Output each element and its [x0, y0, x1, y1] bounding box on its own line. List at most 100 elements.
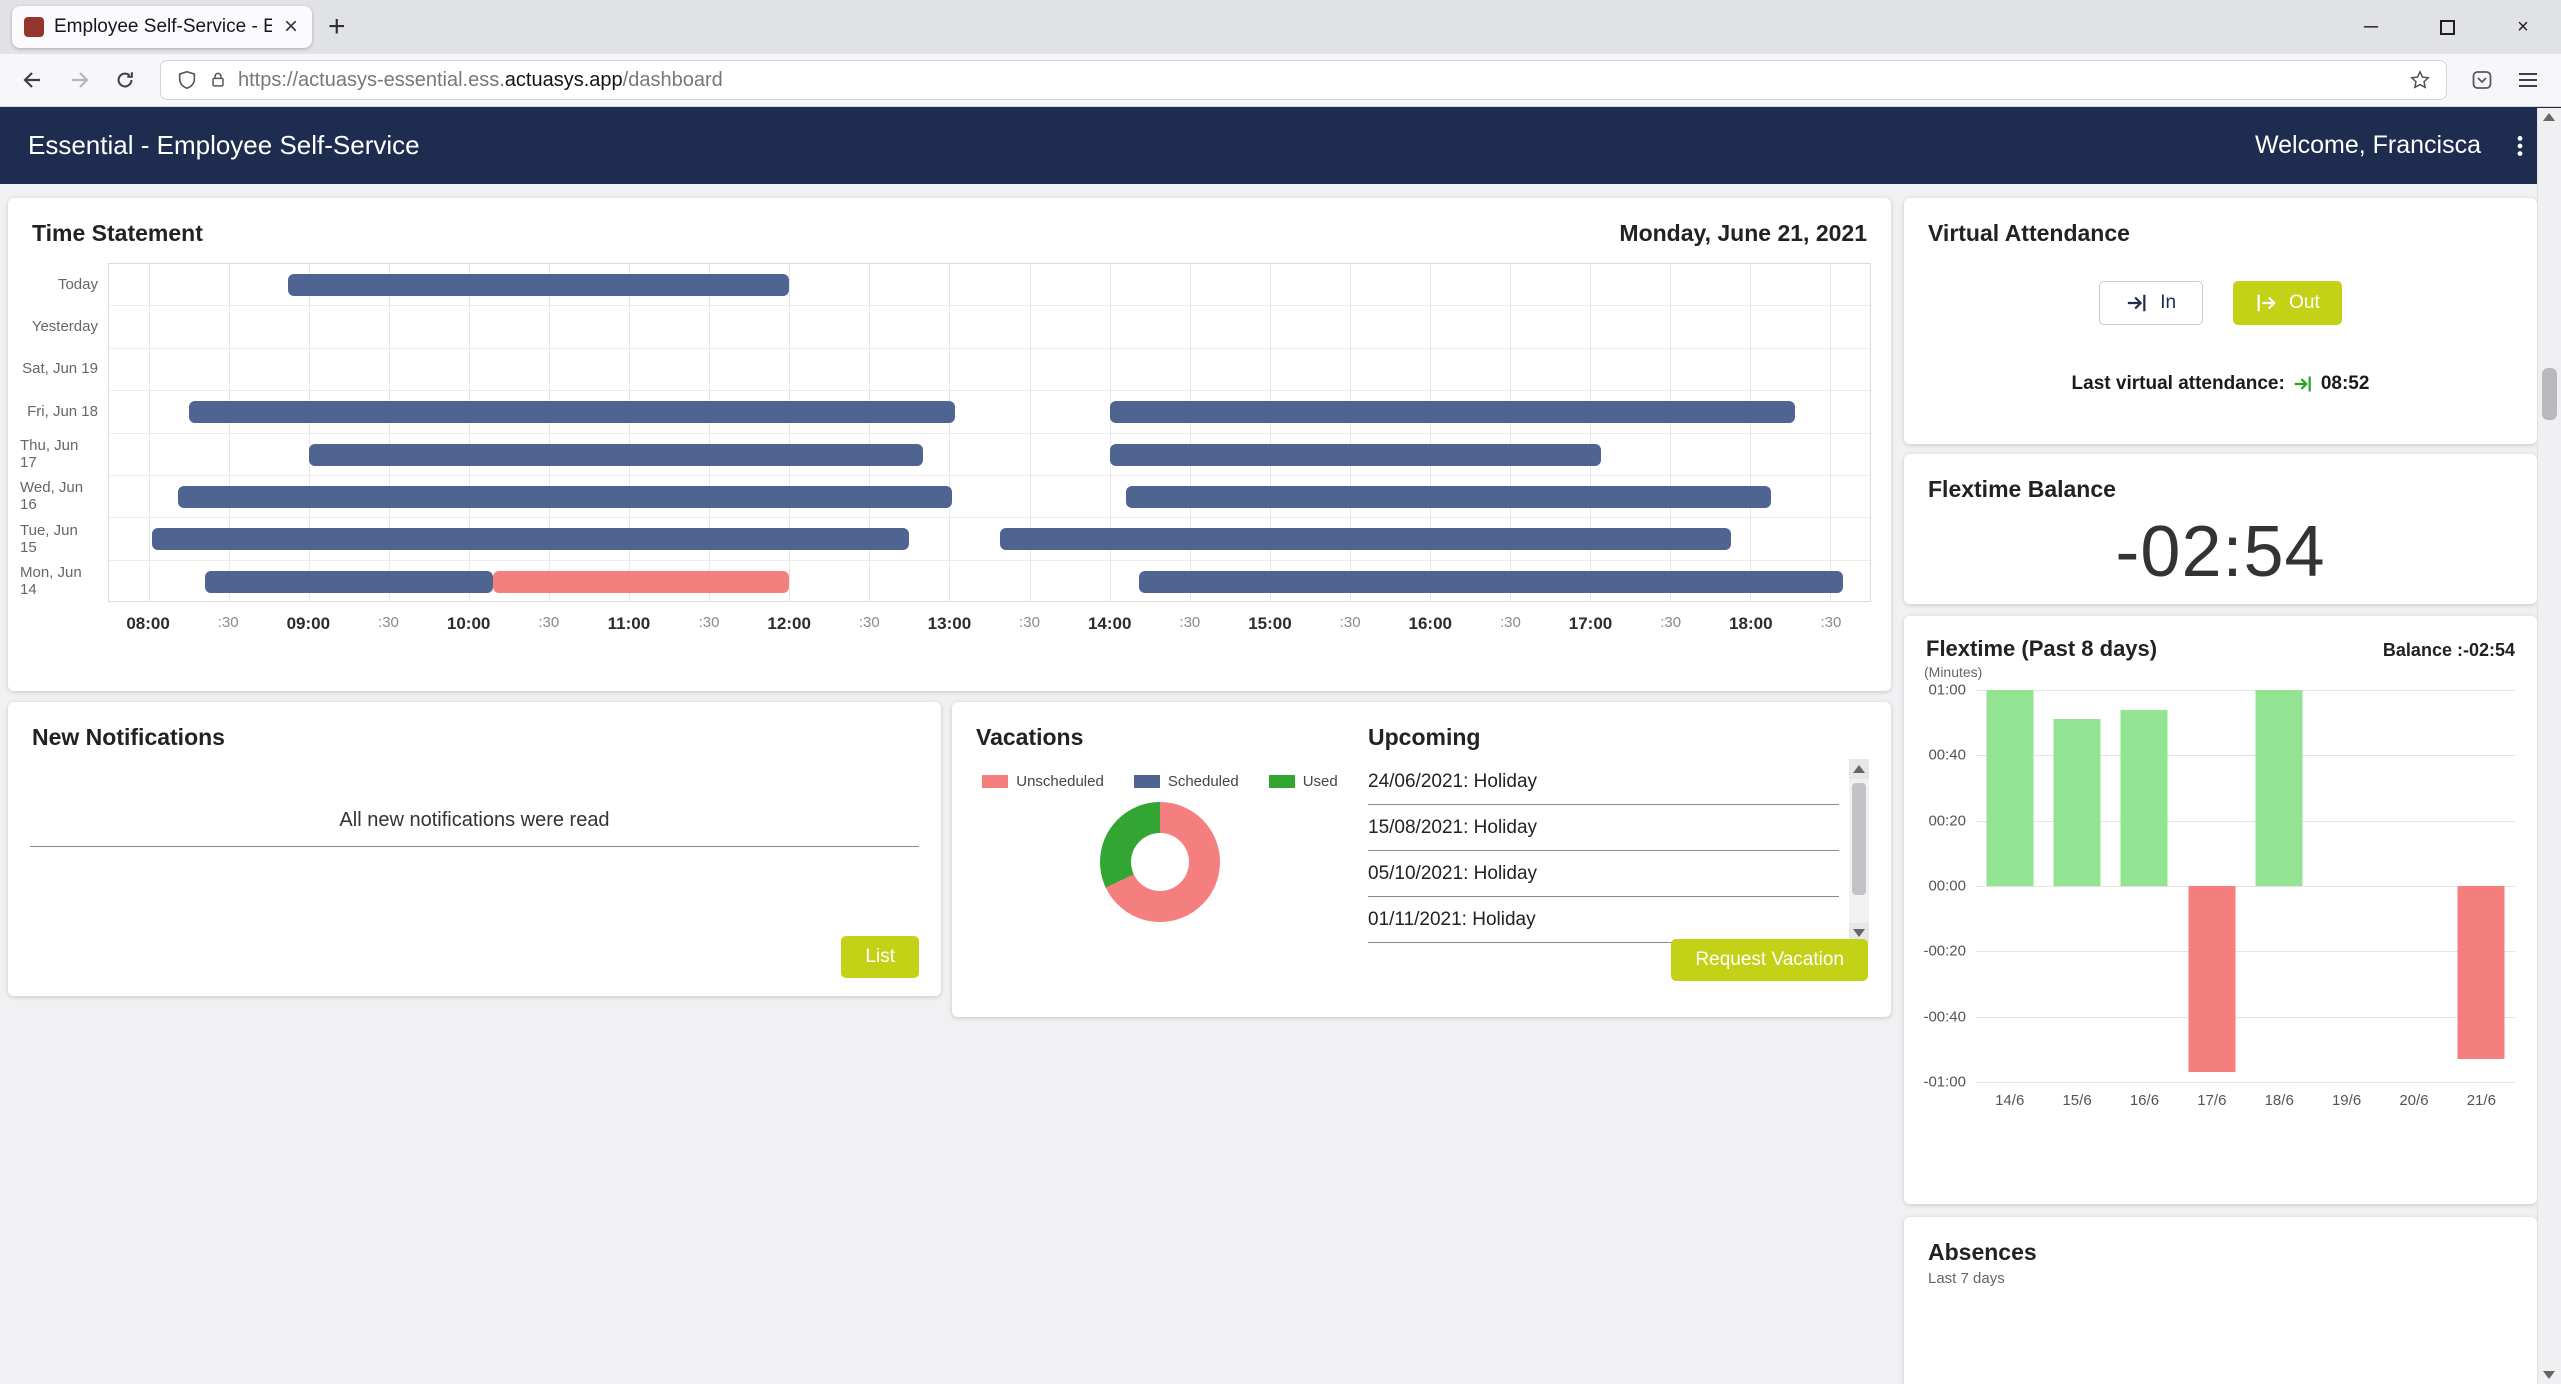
time-bar-work[interactable] — [1109, 443, 1601, 466]
time-bar-work[interactable] — [1109, 401, 1796, 424]
forward-button[interactable] — [60, 61, 98, 99]
flextime-bar[interactable] — [2457, 886, 2505, 1060]
url-text: https://actuasys-essential.ess.actuasys.… — [238, 69, 723, 92]
vacation-item[interactable]: 05/10/2021: Holiday — [1368, 851, 1839, 897]
flextime-bar[interactable] — [1986, 690, 2034, 886]
upcoming-scrollbar[interactable] — [1849, 759, 1869, 943]
url-prefix: https://actuasys-essential.ess. — [238, 68, 505, 91]
scroll-down-button[interactable] — [1849, 923, 1869, 943]
time-row — [109, 306, 1870, 349]
legend-swatch — [1268, 775, 1295, 788]
time-axis-label: 14:00 — [1087, 614, 1132, 634]
page-scrollbar[interactable] — [2537, 108, 2561, 1384]
scroll-down-icon[interactable] — [2543, 1371, 2555, 1379]
scroll-up-button[interactable] — [1849, 759, 1869, 779]
window-maximize-button[interactable] — [2409, 0, 2485, 54]
flextime-balance-card: Flextime Balance -02:54 — [1904, 454, 2537, 604]
url-bar[interactable]: https://actuasys-essential.ess.actuasys.… — [160, 60, 2447, 100]
time-row — [109, 264, 1870, 307]
time-axis-label: 08:00 — [126, 614, 170, 634]
kebab-icon — [2517, 135, 2523, 156]
time-axis-label: 09:00 — [286, 614, 331, 634]
list-button[interactable]: List — [841, 936, 919, 978]
window-minimize-button[interactable]: ─ — [2363, 15, 2379, 38]
time-bar-work[interactable] — [178, 485, 953, 508]
new-tab-button[interactable]: + — [328, 10, 346, 43]
flextime-bars — [1976, 690, 2515, 1082]
clock-out-label: Out — [2289, 292, 2320, 313]
upcoming-title: Upcoming — [1368, 724, 1481, 750]
flextime-x-label: 20/6 — [2399, 1092, 2429, 1109]
time-row-label: Wed, Jun 16 — [20, 479, 84, 514]
flextime-plot — [1976, 690, 2515, 1083]
upcoming-list: 24/06/2021: Holiday 15/08/2021: Holiday 05… — [1368, 759, 1839, 943]
clock-in-button[interactable]: In — [2099, 281, 2204, 325]
flextime-chart-card: Flextime (Past 8 days) Balance :-02:54 (… — [1904, 616, 2537, 1204]
time-bar-work[interactable] — [1125, 485, 1772, 508]
time-bar-work[interactable] — [309, 443, 923, 466]
time-bar-work[interactable] — [1138, 570, 1844, 593]
legend-item: Unscheduled — [982, 773, 1104, 790]
time-axis-label: 18:00 — [1729, 614, 1773, 634]
pocket-button[interactable] — [2463, 61, 2501, 99]
notifications-title: New Notifications — [32, 724, 225, 750]
back-button[interactable] — [14, 61, 52, 99]
grid-line — [1976, 820, 2515, 822]
kebab-menu-button[interactable] — [2507, 133, 2533, 159]
bookmark-star-button[interactable] — [2409, 69, 2431, 91]
legend-label: Unscheduled — [1016, 773, 1104, 790]
time-bar-work[interactable] — [205, 570, 494, 593]
time-statement-title: Time Statement — [32, 220, 203, 246]
app-header: Essential - Employee Self-Service Welcom… — [0, 107, 2561, 184]
triangle-up-icon — [1853, 765, 1865, 773]
flextime-y-label: 00:00 — [1928, 877, 1966, 895]
last-attendance-time: 08:52 — [2320, 373, 2370, 394]
time-bar-work[interactable] — [151, 528, 910, 551]
time-axis-label: 15:00 — [1248, 614, 1292, 634]
time-bar-absence[interactable] — [493, 570, 790, 593]
arrow-left-icon — [23, 72, 40, 88]
time-axis-label: 11:00 — [607, 614, 651, 634]
vacation-item[interactable]: 01/11/2021: Holiday — [1368, 897, 1839, 943]
flextime-x-label: 14/6 — [1995, 1092, 2025, 1109]
request-vacation-button[interactable]: Request Vacation — [1671, 939, 1868, 981]
time-row — [109, 391, 1870, 434]
legend-item: Used — [1268, 773, 1338, 790]
browser-tab[interactable]: Employee Self-Service - Essenti × — [12, 6, 312, 48]
flextime-bar[interactable] — [2120, 709, 2168, 886]
absences-subtitle: Last 7 days — [1928, 1270, 2005, 1287]
time-bar-work[interactable] — [1000, 528, 1732, 551]
clock-out-button[interactable]: Out — [2233, 281, 2342, 325]
vacation-item[interactable]: 24/06/2021: Holiday — [1368, 759, 1839, 805]
flextime-chart-balance: Balance :-02:54 — [2382, 640, 2515, 660]
scroll-up-icon[interactable] — [2543, 113, 2555, 121]
vacation-item[interactable]: 15/08/2021: Holiday — [1368, 805, 1839, 851]
flextime-bar[interactable] — [2053, 719, 2101, 886]
flextime-bar[interactable] — [2188, 886, 2236, 1073]
time-axis-label: 17:00 — [1568, 614, 1613, 634]
page-scrollbar-thumb[interactable] — [2542, 368, 2557, 420]
app-title: Essential - Employee Self-Service — [28, 130, 420, 160]
scrollbar-thumb[interactable] — [1852, 783, 1866, 895]
time-bar-work[interactable] — [189, 401, 955, 424]
time-row-label: Mon, Jun 14 — [20, 563, 82, 598]
absences-title: Absences — [1928, 1239, 2037, 1265]
menu-button[interactable] — [2509, 61, 2547, 99]
flextime-y-label: 00:20 — [1928, 812, 1966, 830]
vacations-donut[interactable] — [1100, 802, 1220, 922]
flextime-bar[interactable] — [2255, 690, 2303, 886]
arrow-right-icon — [72, 72, 89, 88]
time-bar-work[interactable] — [287, 274, 790, 296]
reload-button[interactable] — [106, 61, 144, 99]
time-row — [109, 476, 1870, 519]
flextime-y-label: -00:40 — [1923, 1008, 1966, 1026]
window-close-button[interactable]: × — [2517, 15, 2529, 38]
virtual-attendance-title: Virtual Attendance — [1928, 220, 2130, 246]
vacations-title: Vacations — [976, 724, 1084, 750]
notifications-empty-message: All new notifications were read — [30, 809, 919, 847]
time-axis: 08:00:30 09:00:30 10:00:30 11:00:30 12:00:30… — [108, 602, 1871, 640]
flextime-balance-title: Flextime Balance — [1928, 476, 2116, 502]
tab-close-icon[interactable]: × — [283, 13, 298, 40]
sign-in-green-icon — [2294, 376, 2311, 392]
time-axis-label: :30 — [217, 614, 239, 632]
